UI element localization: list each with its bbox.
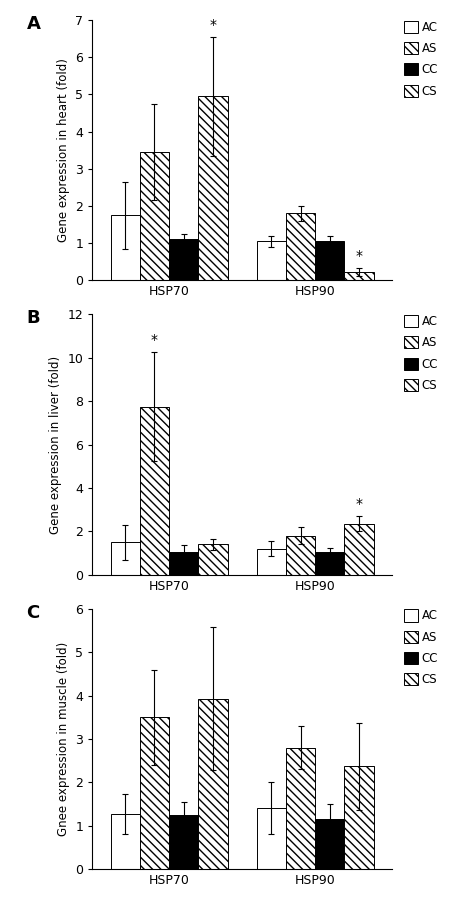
Text: *: * [209, 17, 217, 32]
Y-axis label: Gnee expression in muscle (fold): Gnee expression in muscle (fold) [57, 642, 70, 836]
Bar [198, 698, 227, 870]
Legend: AC, AS, CC, CS: AC, AS, CC, CS [404, 610, 438, 686]
Bar [169, 815, 198, 870]
Bar [315, 242, 345, 281]
Text: C: C [26, 603, 40, 621]
Bar [286, 536, 315, 575]
Bar [140, 152, 169, 281]
Y-axis label: Gene expression in heart (fold): Gene expression in heart (fold) [57, 59, 70, 242]
Bar [345, 767, 374, 870]
Bar [345, 272, 374, 281]
Bar [257, 808, 286, 870]
Bar [198, 97, 227, 281]
Bar [345, 524, 374, 575]
Y-axis label: Gene expression in liver (fold): Gene expression in liver (fold) [49, 355, 62, 534]
Text: A: A [26, 14, 40, 32]
Legend: AC, AS, CC, CS: AC, AS, CC, CS [404, 315, 438, 392]
Text: *: * [151, 333, 158, 347]
Bar [111, 216, 140, 281]
Bar [169, 239, 198, 281]
Bar [315, 819, 345, 870]
Bar [140, 717, 169, 870]
Bar [111, 542, 140, 575]
Bar [257, 242, 286, 281]
Bar [169, 552, 198, 575]
Bar [111, 814, 140, 870]
Bar [286, 214, 315, 281]
Bar [286, 748, 315, 870]
Text: B: B [26, 309, 40, 327]
Bar [257, 548, 286, 575]
Text: *: * [355, 249, 362, 263]
Bar [315, 552, 345, 575]
Legend: AC, AS, CC, CS: AC, AS, CC, CS [404, 21, 438, 97]
Bar [198, 545, 227, 575]
Bar [140, 407, 169, 575]
Text: *: * [355, 497, 362, 511]
